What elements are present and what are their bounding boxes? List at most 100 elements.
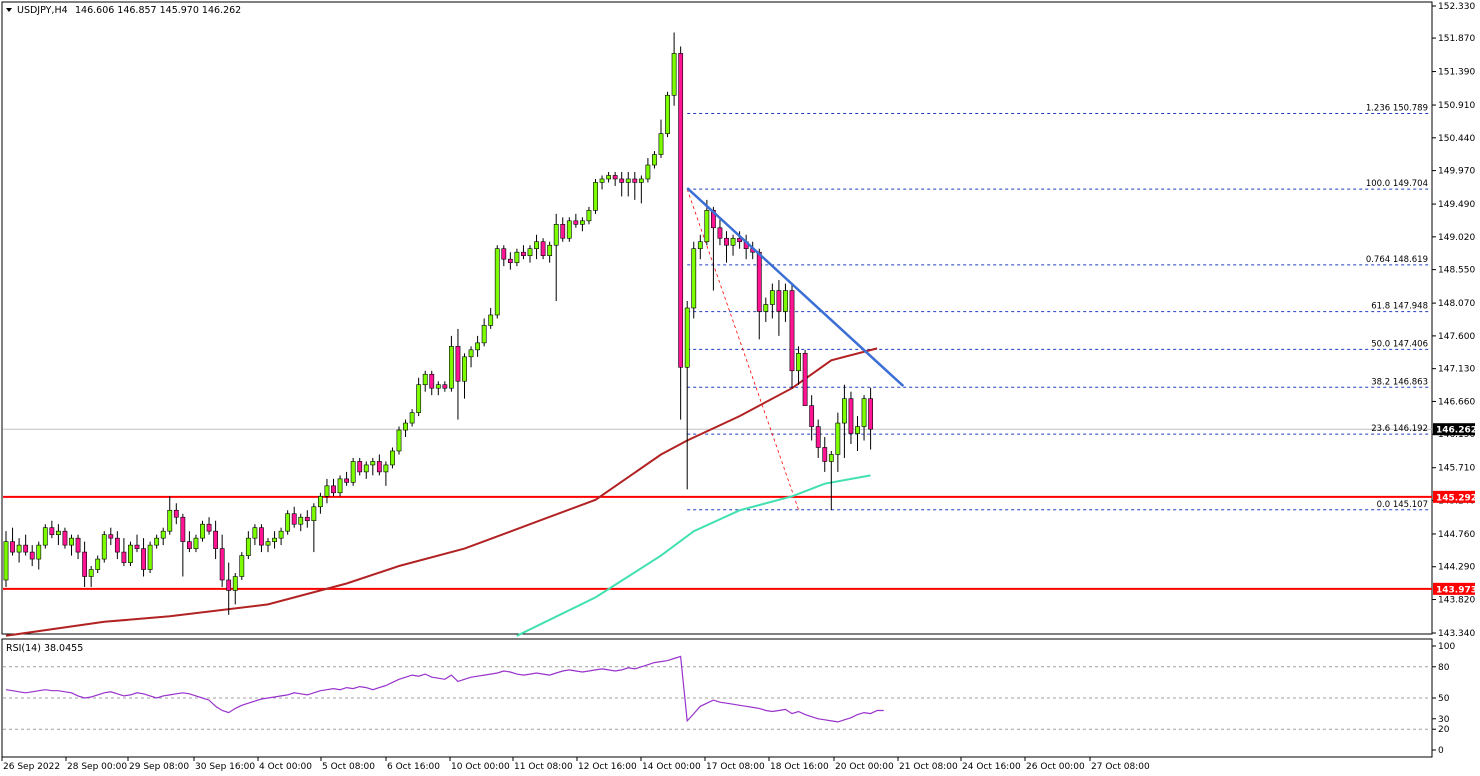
candle-body [29,551,35,560]
candle-body [272,537,277,542]
price-tick-label: 143.340 [1438,629,1475,639]
candle-body [796,353,801,372]
rsi-tick-label: 30 [1438,715,1450,725]
candle-body [291,513,297,525]
rsi-label: RSI(14) 38.0455 [6,643,83,654]
candle-body [350,461,356,483]
candle-body [219,548,225,581]
candle-body [344,478,349,483]
candle-body [527,248,533,256]
price-tick-label: 149.970 [1438,167,1475,177]
price-tick-label: 145.710 [1438,464,1475,474]
candle-body [789,290,795,372]
candle-body [462,356,467,382]
candle-body [678,53,684,368]
candle-body [448,346,454,389]
time-tick-label: 10 Oct 00:00 [451,762,510,772]
candle-body [75,537,81,553]
candle-body [10,541,15,553]
candle-body [638,178,644,183]
candle-body [737,237,742,243]
candle-body [278,530,284,539]
candle-body [481,325,487,344]
candle-body [599,178,605,183]
candle-body [324,485,330,497]
candle-body [828,454,834,462]
candle-body [390,450,395,466]
candle-body [625,178,631,183]
candle-body [475,342,480,351]
fib-level-label: 50.0 147.406 [1371,339,1428,349]
candle-body [652,154,657,166]
fib-level-label: 38.2 146.863 [1371,377,1428,387]
fib-level-label: 0.764 148.619 [1366,255,1428,265]
candle-body [317,496,323,508]
price-tick-label: 151.870 [1438,34,1475,44]
candle-body [357,461,363,473]
candle-body [730,237,736,246]
candle-body [331,485,336,494]
candle-body [141,548,146,570]
ohlc-readout: 146.606 146.857 145.970 146.262 [75,5,241,16]
time-axis: 26 Sep 2022 28 Sep 00:00 29 Sep 08:00 30 Se… [1,757,1150,772]
main-plot-frame [1,1,1433,635]
candle-body [337,478,343,494]
candle-body [173,509,179,518]
current-price-tag-bg [1433,423,1475,436]
rsi-tick-label: 50 [1438,694,1450,704]
candle-body [121,551,127,563]
fib-level-label: 23.6 146.192 [1371,424,1428,434]
bearish-trendline [686,187,905,388]
time-tick-label: 4 Oct 00:00 [259,762,312,772]
candle-body [435,384,441,389]
candle-body [593,182,598,211]
candle-body [245,537,251,556]
candle-body [213,530,218,549]
candle-body [49,527,55,535]
candle-body [809,405,815,427]
candle-body [101,534,107,560]
candle-body [671,53,677,96]
candle-body [540,241,546,256]
time-tick-label: 6 Oct 16:00 [387,762,440,772]
candle-body [429,373,435,389]
candle-body [724,237,729,246]
fib-level-label: 0.0 145.107 [1377,500,1428,510]
candle-body [494,248,500,316]
candle-body [3,541,9,581]
candle-body [861,398,867,427]
fib-level-label: 61.8 147.948 [1371,302,1428,312]
time-tick-label: 27 Oct 08:00 [1091,762,1150,772]
time-tick-label: 24 Oct 16:00 [962,762,1021,772]
candle-body [769,290,775,305]
candle-body [560,223,566,239]
candle-body [252,527,258,539]
candle-body [154,537,160,546]
candle-body [815,426,821,448]
candle-body [128,544,133,563]
time-tick-label: 17 Oct 08:00 [706,762,765,772]
time-tick-label: 28 Sep 00:00 [67,762,127,772]
candle-body [704,210,710,243]
time-tick-label: 29 Sep 08:00 [129,762,189,772]
candle-body [612,175,618,180]
time-tick-label: 20 Oct 00:00 [835,762,894,772]
candle-body [691,248,697,309]
candle-body [370,461,376,466]
candle-body [114,537,120,553]
candle-body [193,537,199,549]
candle-body [226,579,232,591]
candle-body [534,241,539,250]
candle-body [442,384,448,389]
candle-body [573,220,579,225]
candle-body [514,251,520,263]
fib-level-label: 100.0 149.704 [1366,179,1428,189]
rsi-tick-label: 80 [1438,663,1450,673]
main-plot: 1.236 150.789 100.0 149.704 0.764 148.619 6… [3,32,1432,637]
candle-body [16,544,22,553]
price-tick-label: 146.190 [1438,430,1475,440]
candle-body [488,314,494,326]
collapse-triangle-icon[interactable] [6,8,12,12]
